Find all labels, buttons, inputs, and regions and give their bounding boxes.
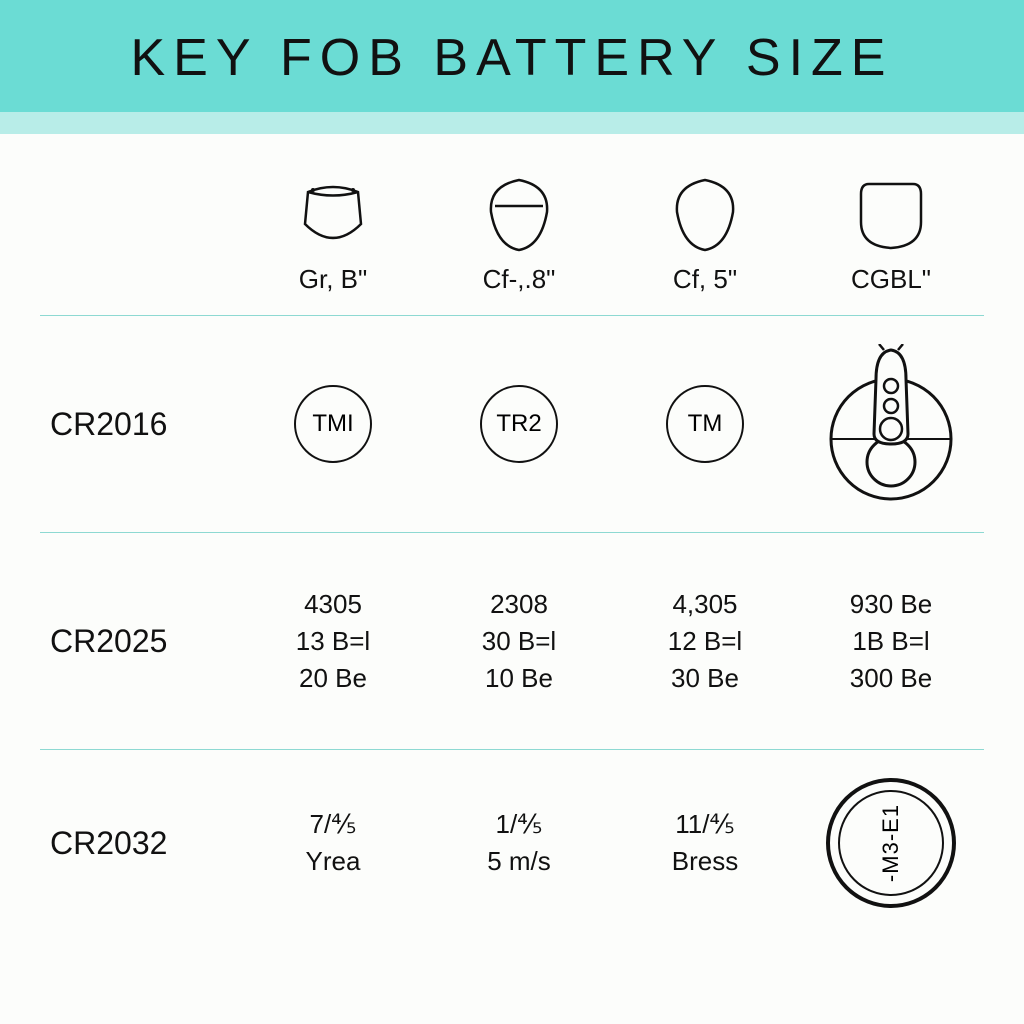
spec-line: 4305 <box>304 589 362 620</box>
title-bar: KEY FOB BATTERY SIZE <box>0 0 1024 112</box>
shield-open-icon <box>293 174 373 254</box>
spec-line: 7/⅘ <box>310 809 357 840</box>
battery-circle-icon: TR2 <box>480 385 558 463</box>
battery-circle-icon: TMI <box>294 385 372 463</box>
ring-label: -M3-E1 <box>878 804 904 882</box>
spec-line: 2308 <box>490 589 548 620</box>
shield-band-icon <box>479 174 559 254</box>
battery-cell: TMI <box>240 329 426 519</box>
battery-cell: 1/⅘ 5 m/s <box>426 758 612 928</box>
column-header: Gr, B" <box>240 154 426 307</box>
battery-cell: 2308 30 B=l 10 Be <box>426 541 612 741</box>
ring-icon: -M3-E1 <box>826 778 956 908</box>
column-header: Cf, 5" <box>612 154 798 307</box>
divider <box>40 315 984 316</box>
spec-line: 1/⅘ <box>496 809 543 840</box>
divider <box>40 532 984 533</box>
shield-plain-icon <box>851 174 931 254</box>
spec-line: 30 Be <box>671 663 739 694</box>
spec-line: 30 B=l <box>482 626 556 657</box>
column-header: Cf-,.8" <box>426 154 612 307</box>
battery-cell: 930 Be 1B B=l 300 Be <box>798 541 984 741</box>
battery-cell <box>798 324 984 524</box>
spec-line: 4,305 <box>672 589 737 620</box>
battery-cell: 4305 13 B=l 20 Be <box>240 541 426 741</box>
spec-line: Yrea <box>306 846 361 877</box>
table: Gr, B" Cf-,.8" Cf, 5" CGBL" CR2016 TMI T… <box>0 134 1024 928</box>
spec-line: 10 Be <box>485 663 553 694</box>
battery-circle-icon: TM <box>666 385 744 463</box>
keyfob-icon <box>816 344 966 504</box>
spec-line: 1B B=l <box>852 626 929 657</box>
battery-cell: TR2 <box>426 329 612 519</box>
shield-round-icon <box>665 174 745 254</box>
row-label: CR2025 <box>40 541 240 741</box>
spec-line: 300 Be <box>850 663 932 694</box>
page-title: KEY FOB BATTERY SIZE <box>130 29 893 87</box>
spec-line: 5 m/s <box>487 846 551 877</box>
column-header: CGBL" <box>798 154 984 307</box>
divider <box>40 749 984 750</box>
column-label: Gr, B" <box>299 264 367 295</box>
row-label: CR2016 <box>40 329 240 519</box>
row-label: CR2032 <box>40 758 240 928</box>
spec-line: 20 Be <box>299 663 367 694</box>
spec-line: 930 Be <box>850 589 932 620</box>
column-label: CGBL" <box>851 264 931 295</box>
title-sub-bar <box>0 112 1024 134</box>
column-label: Cf-,.8" <box>483 264 556 295</box>
spec-line: 12 B=l <box>668 626 742 657</box>
battery-cell: 11/⅘ Bress <box>612 758 798 928</box>
spec-line: 13 B=l <box>296 626 370 657</box>
battery-cell: 4,305 12 B=l 30 Be <box>612 541 798 741</box>
spec-line: 11/⅘ <box>675 809 734 840</box>
battery-cell: 7/⅘ Yrea <box>240 758 426 928</box>
battery-cell: TM <box>612 329 798 519</box>
battery-cell: -M3-E1 <box>798 758 984 928</box>
spec-line: Bress <box>672 846 738 877</box>
column-label: Cf, 5" <box>673 264 737 295</box>
